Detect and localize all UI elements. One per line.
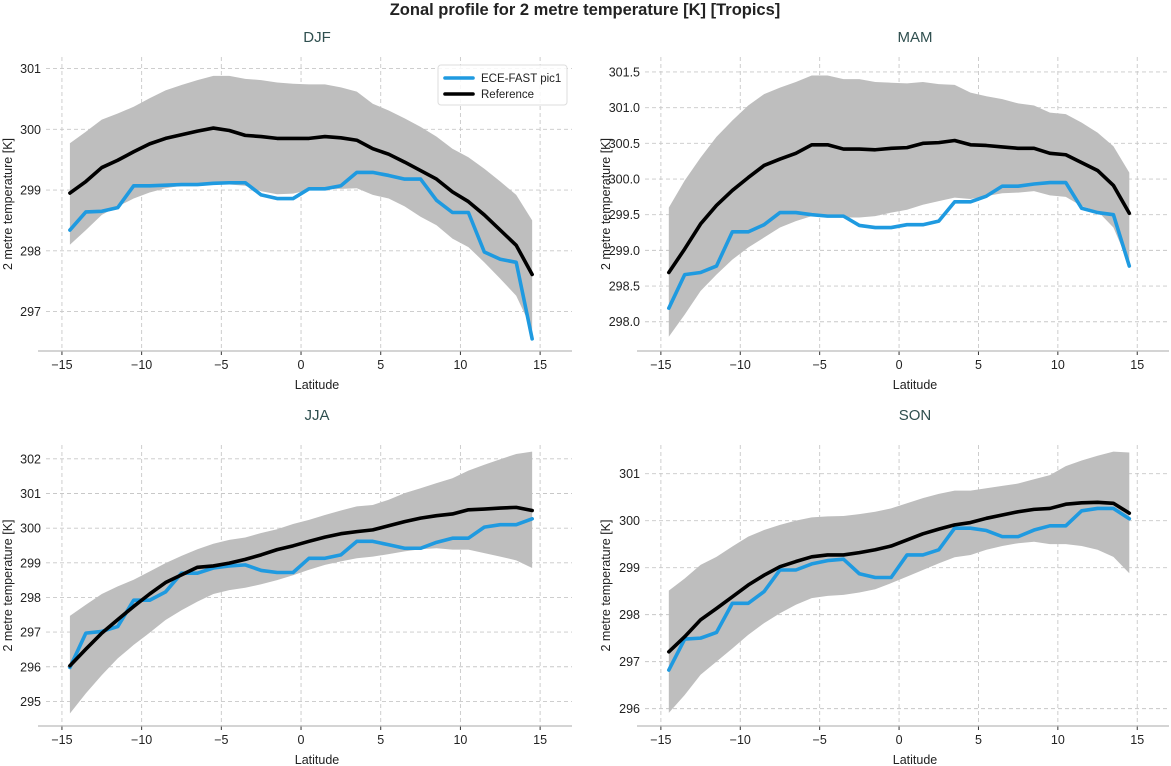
x-tick-label: 5 xyxy=(377,358,384,372)
x-tick-label: 15 xyxy=(1130,733,1144,747)
y-tick-label: 298 xyxy=(20,591,41,605)
model-series-line xyxy=(667,506,1132,672)
panel-title: JJA xyxy=(304,407,329,424)
legend-label: Reference xyxy=(481,89,534,101)
legend: ECE-FAST pic1 Reference xyxy=(437,64,568,106)
y-tick-label: 298.0 xyxy=(609,315,640,329)
model-series-line xyxy=(68,170,534,341)
y-tick-label: 299.0 xyxy=(609,244,640,258)
reference-range-band xyxy=(69,451,533,714)
panel-djf: DJF −15 −10 −5 0 5 10 15 297 298 299 300 301 Latitude… xyxy=(1,29,572,392)
reference-series-line xyxy=(667,138,1132,275)
legend-label: ECE-FAST pic1 xyxy=(481,73,561,85)
y-tick-label: 299.5 xyxy=(609,208,640,222)
y-axis-label: 2 metre temperature [K] xyxy=(599,138,613,270)
x-tick-label: −15 xyxy=(51,733,72,747)
y-tick-label: 300 xyxy=(20,522,41,536)
x-tick-label: 5 xyxy=(377,733,384,747)
y-tick-label: 301 xyxy=(20,62,41,76)
reference-range-band xyxy=(668,451,1130,713)
figure-title: Zonal profile for 2 metre temperature [K… xyxy=(390,1,781,19)
panel-title: DJF xyxy=(303,29,331,46)
y-tick-label: 302 xyxy=(20,452,41,466)
panel-mam: MAM −15 −10 −5 0 5 10 15 298.0 298.5 299.0 299.5 300… xyxy=(599,29,1169,392)
reference-series-line xyxy=(68,505,534,668)
x-tick-label: 10 xyxy=(1051,733,1065,747)
y-tick-label: 301.5 xyxy=(609,65,640,79)
x-tick-label: 5 xyxy=(975,733,982,747)
y-tick-label: 299 xyxy=(619,561,640,575)
y-tick-label: 297 xyxy=(619,655,640,669)
y-tick-label: 297 xyxy=(20,305,41,319)
panel-title: MAM xyxy=(898,29,933,46)
x-tick-label: −5 xyxy=(214,358,228,372)
x-tick-label: −15 xyxy=(650,733,671,747)
y-tick-label: 297 xyxy=(20,626,41,640)
x-tick-label: −10 xyxy=(730,733,751,747)
y-tick-label: 298.5 xyxy=(609,280,640,294)
reference-series-line xyxy=(68,126,534,277)
y-tick-label: 299 xyxy=(20,556,41,570)
y-axis-label: 2 metre temperature [K] xyxy=(599,519,613,651)
y-tick-label: 301 xyxy=(619,467,640,481)
x-tick-label: 15 xyxy=(1130,358,1144,372)
x-tick-label: −5 xyxy=(813,733,827,747)
y-tick-label: 300 xyxy=(20,123,41,137)
x-tick-label: −5 xyxy=(813,358,827,372)
x-tick-label: 0 xyxy=(298,733,305,747)
y-tick-label: 301.0 xyxy=(609,101,640,115)
y-axis-label: 2 metre temperature [K] xyxy=(1,519,15,651)
x-tick-label: 10 xyxy=(453,733,467,747)
x-tick-label: 15 xyxy=(533,358,547,372)
x-tick-label: −10 xyxy=(131,358,152,372)
model-series-line xyxy=(667,180,1132,310)
y-tick-label: 298 xyxy=(619,608,640,622)
y-tick-label: 298 xyxy=(20,244,41,258)
panel-son: SON −15 −10 −5 0 5 10 15 296 297 298 299 300 301 Latit… xyxy=(599,407,1169,766)
x-axis-label: Latitude xyxy=(893,753,938,766)
y-tick-label: 296 xyxy=(20,660,41,674)
y-tick-label: 296 xyxy=(619,702,640,716)
reference-series-line xyxy=(667,500,1132,654)
panel-jja: JJA −15 −10 −5 0 5 10 15 295 296 297 298 299 300 301 30… xyxy=(1,407,572,766)
y-tick-label: 295 xyxy=(20,695,41,709)
reference-range-band xyxy=(668,75,1130,337)
x-axis-label: Latitude xyxy=(893,378,938,392)
x-tick-label: 0 xyxy=(298,358,305,372)
x-tick-label: −15 xyxy=(650,358,671,372)
y-tick-label: 301 xyxy=(20,487,41,501)
x-tick-label: −15 xyxy=(51,358,72,372)
y-tick-label: 300 xyxy=(619,514,640,528)
model-series-line xyxy=(68,517,534,670)
y-tick-label: 300.0 xyxy=(609,173,640,187)
x-tick-label: 10 xyxy=(453,358,467,372)
panel-title: SON xyxy=(899,407,932,424)
x-tick-label: 15 xyxy=(533,733,547,747)
x-tick-label: −5 xyxy=(214,733,228,747)
x-tick-label: 0 xyxy=(896,358,903,372)
y-tick-label: 299 xyxy=(20,184,41,198)
y-axis-label: 2 metre temperature [K] xyxy=(1,138,15,270)
x-axis-label: Latitude xyxy=(295,378,340,392)
x-tick-label: −10 xyxy=(131,733,152,747)
x-tick-label: 0 xyxy=(896,733,903,747)
x-tick-label: 10 xyxy=(1051,358,1065,372)
x-tick-label: −10 xyxy=(730,358,751,372)
x-axis-label: Latitude xyxy=(295,753,340,766)
reference-range-band xyxy=(69,75,533,330)
x-tick-label: 5 xyxy=(975,358,982,372)
y-tick-label: 300.5 xyxy=(609,137,640,151)
